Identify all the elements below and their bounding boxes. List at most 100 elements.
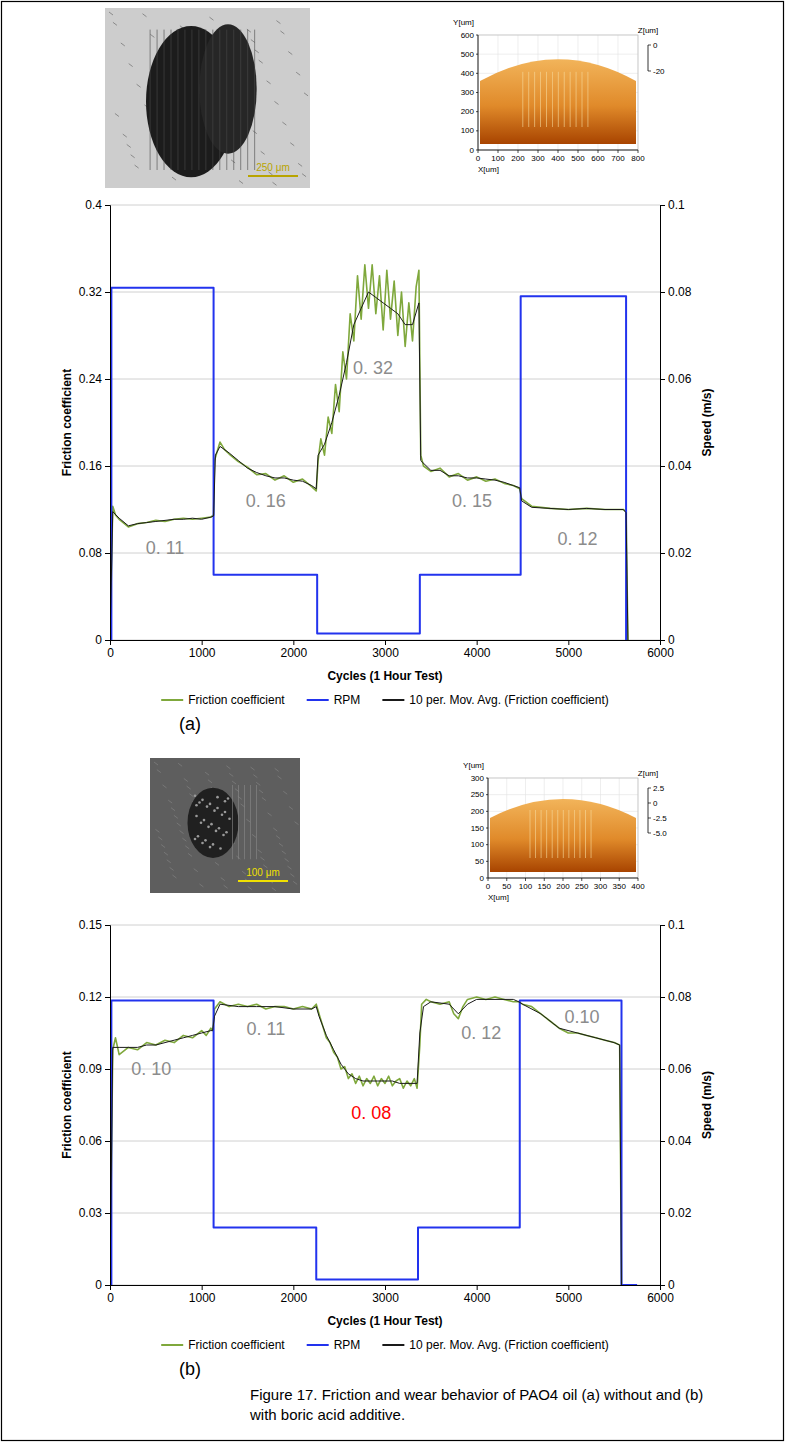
tick-label: 4000: [464, 1291, 491, 1305]
tick-label: 0.06: [668, 1062, 692, 1076]
surface-scar: [576, 72, 577, 127]
tick: 0.12: [79, 990, 110, 1004]
surface-tick: [648, 71, 651, 72]
micrograph-texture: [282, 122, 286, 125]
micrograph: 250 μm: [105, 8, 310, 188]
tick-label: 0.02: [668, 546, 692, 560]
surface-tick-label: 500: [571, 154, 585, 163]
micrograph-texture: [287, 866, 291, 869]
surface-tick-label: 0: [470, 146, 475, 155]
tick-mark: [105, 1285, 110, 1286]
surface-tick-label: 100: [491, 154, 505, 163]
tick: 0.06: [660, 1062, 692, 1076]
surface-tick-label: 600: [591, 154, 605, 163]
micrograph-texture: [274, 101, 278, 104]
micrograph-texture: [187, 786, 191, 789]
wear-speck: [207, 826, 210, 829]
scale-bar: [248, 175, 298, 177]
micrograph-texture: [150, 34, 154, 37]
tick-label: 0.06: [79, 1134, 103, 1148]
wear-streak: [150, 30, 151, 170]
micrograph-texture: [256, 782, 260, 785]
tick-label: 0.02: [668, 1206, 692, 1220]
wear-speck: [213, 809, 216, 812]
annotation: 0. 32: [353, 358, 393, 378]
surface-tick: [506, 878, 507, 881]
micrograph-texture: [184, 779, 188, 782]
surface-tick: [618, 150, 619, 153]
wear-speck: [216, 796, 219, 799]
legend-label: Friction coefficient: [188, 1338, 285, 1352]
caption-line: with boric acid additive.: [249, 1406, 405, 1423]
surface-tick: [486, 861, 488, 862]
micrograph-texture: [172, 875, 176, 878]
micrograph-texture: [164, 852, 168, 855]
annotations: 0. 100. 110. 080. 120.10: [131, 1007, 599, 1123]
tick-label: 3000: [372, 1291, 399, 1305]
surface-tick-label: 250: [575, 882, 589, 891]
grid-line: [110, 379, 660, 380]
series-line: [110, 1001, 637, 1285]
chart: 250 μm0100200300400500600700800X[um]0100…: [60, 8, 714, 734]
tick: 0.24: [79, 372, 110, 386]
micrograph-texture: [123, 134, 127, 137]
surface-tick: [486, 878, 488, 879]
tick-mark: [477, 1285, 478, 1290]
tick: 0.06: [79, 1134, 110, 1148]
wear-streak: [219, 30, 220, 170]
tick: 2000: [280, 640, 307, 660]
x-axis-title: Cycles (1 Hour Test): [327, 1314, 442, 1328]
panel-label: (b): [179, 1359, 201, 1379]
wear-speck: [209, 846, 212, 849]
surface-tick: [486, 778, 488, 779]
caption-line: Figure 17. Friction and wear behavior of…: [250, 1386, 703, 1403]
tick: 3000: [372, 1285, 399, 1305]
tick-mark: [477, 640, 478, 645]
surface-tick: [486, 844, 488, 845]
tick-mark: [202, 1285, 203, 1290]
surface-plot: 0100200300400500600700800X[um]0100200300…: [453, 18, 665, 174]
micrograph-texture: [113, 22, 117, 25]
surface-tick: [578, 150, 579, 153]
tick: 0.16: [79, 459, 110, 473]
tick: 0: [107, 1285, 114, 1305]
legend-item: Friction coefficient: [161, 693, 285, 707]
surface-tick: [488, 878, 489, 881]
annotation: 0. 12: [557, 529, 597, 549]
surface-tick-label: 300: [531, 154, 545, 163]
wear-streak: [198, 30, 199, 170]
wear-speck: [201, 842, 204, 845]
surface-scar: [558, 72, 559, 127]
micrograph-texture: [232, 781, 236, 784]
wear-streak: [205, 30, 206, 170]
tick-mark: [105, 1213, 110, 1214]
surface-plot: 050100150200250300350400X[um]05010015020…: [463, 761, 667, 902]
tick: 5000: [555, 1285, 582, 1305]
axis-line: [105, 926, 111, 1286]
tick-label: 0.16: [79, 459, 103, 473]
surface-scar: [528, 72, 529, 127]
chart: 100 μm050100150200250300350400X[um]05010…: [60, 758, 714, 1379]
micrograph-texture: [298, 163, 302, 166]
micrograph-texture: [170, 867, 174, 870]
annotation: 0. 15: [452, 491, 492, 511]
tick: 0.02: [660, 1206, 692, 1220]
tick-label: 6000: [647, 646, 674, 660]
surface-tick-label: 400: [631, 882, 645, 891]
annotations: 0. 110. 160. 320. 150. 12: [146, 358, 598, 557]
surface-tick: [581, 878, 582, 881]
tick-label: 0.32: [79, 285, 103, 299]
micrograph-texture: [221, 878, 225, 881]
surface-tick-label: 400: [461, 69, 475, 78]
tick: 4000: [464, 1285, 491, 1305]
wear-speck: [224, 811, 227, 814]
micrograph-texture: [185, 846, 189, 849]
surface-scar: [546, 72, 547, 127]
legend-label: 10 per. Mov. Avg. (Friction coefficient): [409, 1338, 608, 1352]
surface-tick-label: 200: [511, 154, 525, 163]
annotation: 0. 11: [146, 538, 185, 558]
surface-tick: [476, 92, 478, 93]
wear-speck: [194, 795, 197, 798]
surface-tick: [476, 130, 478, 131]
surface-scar: [530, 810, 531, 858]
